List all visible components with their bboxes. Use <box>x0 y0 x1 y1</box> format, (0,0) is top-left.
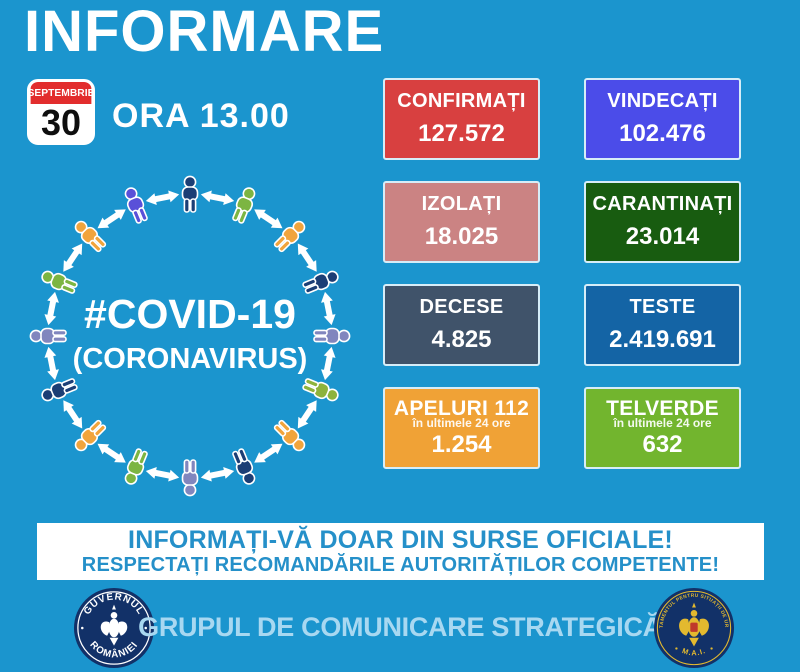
stat-sublabel: în ultimele 24 ore <box>412 416 511 430</box>
double-arrow-icon <box>145 190 180 205</box>
person-icon <box>74 220 107 253</box>
person-icon <box>273 419 306 452</box>
double-arrow-icon <box>97 443 126 463</box>
person-icon <box>181 459 199 497</box>
eagle-emblem-icon <box>679 602 709 647</box>
page-title: INFORMARE <box>24 0 385 64</box>
double-arrow-icon <box>200 190 235 205</box>
eagle-emblem-icon <box>100 604 128 646</box>
footer-group-title: GRUPUL DE COMUNICARE STRATEGICĂ <box>138 612 662 642</box>
banner-line-2: RESPECTAȚI RECOMANDĂRILE AUTORITĂȚILOR C… <box>81 554 720 577</box>
svg-text:M.A.I.: M.A.I. <box>681 646 707 657</box>
stat-label: TESTE <box>629 295 696 318</box>
stat-box-telverde: TELVERDE în ultimele 24 ore 632 <box>584 387 741 469</box>
calendar-icon: SEPTEMBRIE 30 <box>27 79 95 145</box>
double-arrow-icon <box>321 346 336 381</box>
person-icon <box>302 378 339 402</box>
people-circle <box>29 175 351 497</box>
stat-label: VINDECAȚI <box>607 89 718 112</box>
covid-circle-graphic: #COVID-19 (CORONAVIRUS) <box>29 175 351 497</box>
person-icon <box>313 327 351 345</box>
stat-box-confirmati: CONFIRMAȚI 127.572 <box>383 78 540 160</box>
logo-bottom-text: M.A.I. <box>681 646 706 657</box>
person-icon <box>124 448 148 485</box>
calendar-month-label: SEPTEMBRIE <box>30 82 92 104</box>
guvernul-romaniei-logo: GUVERNUL ROMÂNIEI <box>73 587 155 669</box>
time-label: ORA 13.00 <box>112 97 290 135</box>
stat-box-vindecati: VINDECAȚI 102.476 <box>584 78 741 160</box>
coronavirus-text: (CORONAVIRUS) <box>73 343 308 375</box>
stats-grid: CONFIRMAȚI 127.572 VINDECAȚI 102.476 IZO… <box>383 78 741 469</box>
person-icon <box>124 187 148 224</box>
official-sources-banner: INFORMAȚI-VĂ DOAR DIN SURSE OFICIALE! RE… <box>37 523 764 580</box>
stat-value: 1.254 <box>431 431 492 458</box>
double-arrow-icon <box>97 209 126 229</box>
double-arrow-icon <box>200 467 235 482</box>
person-icon <box>29 327 67 345</box>
stat-value: 4.825 <box>431 326 492 354</box>
stat-box-izolati: IZOLAȚI 18.025 <box>383 181 540 263</box>
double-arrow-icon <box>321 291 336 326</box>
person-icon <box>74 419 107 452</box>
person-icon <box>181 175 199 213</box>
double-arrow-icon <box>63 400 83 429</box>
stat-sublabel: în ultimele 24 ore <box>613 416 712 430</box>
person-icon <box>302 270 339 294</box>
double-arrow-icon <box>297 400 317 429</box>
stat-label: IZOLAȚI <box>421 192 502 215</box>
stat-label: CARANTINAȚI <box>592 192 733 215</box>
stat-value: 632 <box>642 431 683 458</box>
double-arrow-icon <box>44 291 59 326</box>
stat-label: TELVERDE <box>606 397 719 420</box>
stat-box-apeluri-112: APELURI 112 în ultimele 24 ore 1.254 <box>383 387 540 469</box>
stat-value: 127.572 <box>418 120 505 148</box>
double-arrow-icon <box>254 209 283 229</box>
stat-value: 18.025 <box>424 223 499 251</box>
stat-value: 102.476 <box>619 120 706 148</box>
double-arrow-icon <box>254 443 283 463</box>
calendar-day-number: 30 <box>40 102 82 143</box>
stat-label: DECESE <box>419 295 504 318</box>
person-icon <box>232 448 256 485</box>
stat-box-decese: DECESE 4.825 <box>383 284 540 366</box>
double-arrow-icon <box>44 346 59 381</box>
banner-line-1: INFORMAȚI-VĂ DOAR DIN SURSE OFICIALE! <box>128 525 673 554</box>
double-arrow-icon <box>145 467 180 482</box>
double-arrow-icon <box>63 243 83 272</box>
person-icon <box>41 270 78 294</box>
person-icon <box>41 378 78 402</box>
person-icon <box>273 220 306 253</box>
stat-label: APELURI 112 <box>393 397 530 420</box>
stat-box-carantinati: CARANTINAȚI 23.014 <box>584 181 741 263</box>
stat-value: 2.419.691 <box>609 326 716 354</box>
stat-value: 23.014 <box>625 223 700 251</box>
person-icon <box>232 187 256 224</box>
stat-label: CONFIRMAȚI <box>397 89 526 112</box>
stat-box-teste: TESTE 2.419.691 <box>584 284 741 366</box>
dsu-mai-logo: DEPARTAMENTUL PENTRU SITUAȚII DE URGENȚĂ… <box>653 587 735 669</box>
covid-hashtag-text: #COVID-19 <box>84 291 296 337</box>
double-arrow-icon <box>297 243 317 272</box>
